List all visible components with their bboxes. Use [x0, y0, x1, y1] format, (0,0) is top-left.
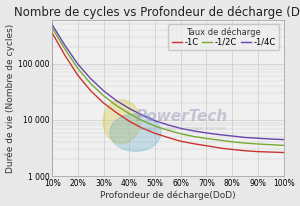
-1/2C — [76, 67, 80, 70]
-1/4C — [192, 130, 195, 132]
-1/2C — [218, 139, 221, 141]
-1/4C — [205, 132, 208, 134]
-1/2C — [243, 142, 247, 144]
-1/4C — [76, 63, 80, 65]
-1/2C — [153, 125, 157, 127]
-1/2C — [192, 135, 195, 138]
-1C — [102, 102, 105, 104]
-1C — [115, 111, 118, 114]
-1/2C — [282, 144, 285, 147]
-1C — [179, 140, 182, 143]
-1/2C — [89, 82, 92, 85]
-1C — [140, 127, 144, 129]
-1C — [153, 132, 157, 135]
-1C — [89, 90, 92, 92]
-1/4C — [128, 107, 131, 110]
-1/4C — [50, 23, 54, 26]
-1C — [128, 120, 131, 123]
-1/4C — [63, 44, 67, 47]
-1C — [243, 150, 247, 152]
Ellipse shape — [110, 114, 161, 151]
-1/2C — [63, 48, 67, 50]
-1C — [256, 150, 260, 153]
-1/2C — [140, 119, 144, 122]
-1/2C — [115, 104, 118, 107]
-1/2C — [128, 112, 131, 115]
-1/4C — [102, 90, 105, 92]
-1/4C — [269, 138, 273, 140]
-1C — [218, 147, 221, 149]
-1/4C — [230, 135, 234, 137]
Line: -1/4C: -1/4C — [52, 25, 284, 139]
Ellipse shape — [103, 100, 140, 144]
-1/2C — [230, 141, 234, 143]
-1/2C — [166, 129, 170, 131]
-1/4C — [243, 136, 247, 139]
-1/4C — [282, 138, 285, 141]
-1C — [50, 32, 54, 34]
-1C — [282, 151, 285, 154]
-1C — [166, 136, 170, 139]
-1/4C — [166, 124, 170, 126]
-1C — [230, 148, 234, 151]
Y-axis label: Durée de vie (Nombre de cycles): Durée de vie (Nombre de cycles) — [6, 23, 15, 173]
-1/4C — [256, 137, 260, 139]
-1C — [76, 74, 80, 77]
Title: Nombre de cycles vs Profondeur de décharge (DoD): Nombre de cycles vs Profondeur de déchar… — [14, 6, 300, 19]
-1/4C — [89, 77, 92, 80]
Text: ADVANCED ENERGY STORAGE SYSTEMS: ADVANCED ENERGY STORAGE SYSTEMS — [139, 127, 225, 131]
-1/2C — [205, 137, 208, 140]
-1/4C — [115, 99, 118, 102]
-1C — [192, 143, 195, 145]
-1/2C — [256, 143, 260, 145]
Legend: -1C, -1/2C, -1/4C: -1C, -1/2C, -1/4C — [168, 24, 280, 50]
-1C — [205, 144, 208, 147]
-1/2C — [50, 27, 54, 29]
-1C — [63, 54, 67, 57]
-1/2C — [269, 143, 273, 146]
Line: -1/2C: -1/2C — [52, 28, 284, 145]
-1/2C — [102, 94, 105, 97]
-1/4C — [218, 133, 221, 136]
-1/4C — [140, 114, 144, 116]
-1/4C — [179, 127, 182, 130]
Line: -1C: -1C — [52, 33, 284, 152]
X-axis label: Profondeur de décharge(DoD): Profondeur de décharge(DoD) — [100, 191, 236, 200]
-1C — [269, 151, 273, 153]
-1/2C — [179, 132, 182, 135]
Text: PowerTech: PowerTech — [136, 109, 228, 124]
-1/4C — [153, 119, 157, 122]
